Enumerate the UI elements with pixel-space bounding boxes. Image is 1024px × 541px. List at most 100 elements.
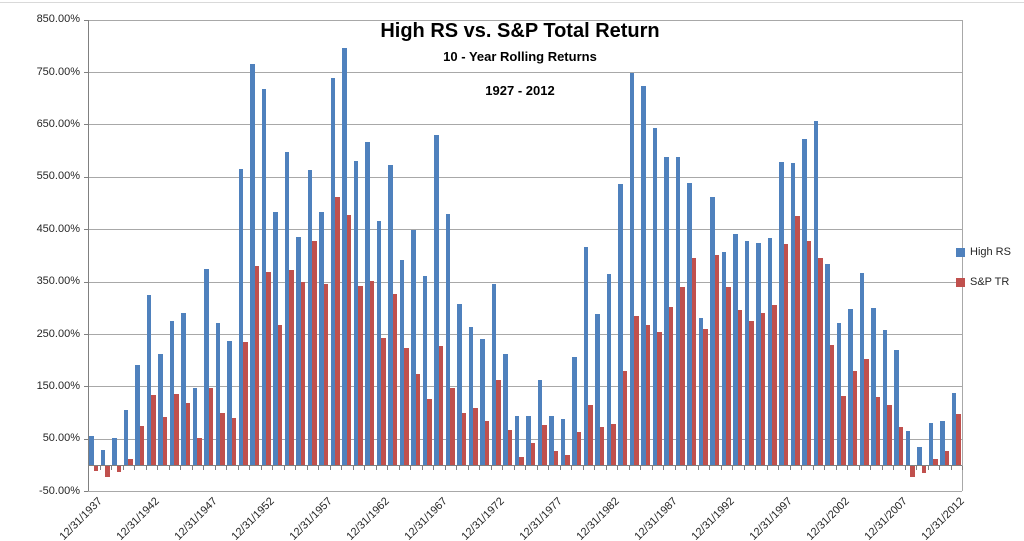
y-axis-label-50: 50.00% (42, 432, 80, 445)
bar-high-rs-1944 (169, 320, 174, 465)
bar-high-rs-1972 (491, 284, 496, 465)
bar-high-rs-2008 (905, 430, 910, 465)
x-axis-tick (881, 466, 883, 470)
bar-s-p-tr-1952 (266, 271, 271, 465)
y-axis-tick-850 (84, 19, 88, 21)
bar-high-rs-1962 (376, 220, 381, 465)
x-axis-tick (594, 466, 595, 470)
bar-high-rs-1978 (560, 419, 565, 465)
x-axis-tick (433, 466, 434, 470)
bar-high-rs-1958 (330, 78, 335, 465)
x-axis-tick (674, 466, 676, 470)
bar-high-rs-1975 (526, 416, 531, 465)
bar-s-p-tr-1941 (139, 425, 145, 465)
bar-s-p-tr-1971 (484, 421, 490, 465)
bar-s-p-tr-1979 (576, 432, 582, 465)
bar-s-p-tr-1962 (381, 337, 386, 465)
x-axis-tick (490, 466, 492, 470)
bar-high-rs-1989 (687, 183, 692, 465)
bar-high-rs-1990 (698, 318, 703, 465)
bar-s-p-tr-1944 (174, 393, 179, 465)
y-axis-tick-250 (84, 334, 88, 335)
x-axis-tick (766, 466, 768, 470)
legend-item-sp-tr: S&P TR (956, 276, 1011, 306)
bar-s-p-tr-1937 (93, 466, 99, 472)
bar-s-p-tr-1992 (726, 286, 731, 465)
bar-s-p-tr-1938 (105, 466, 110, 477)
x-axis-tick (134, 466, 135, 470)
bar-s-p-tr-2008 (910, 466, 915, 477)
bar-s-p-tr-1996 (772, 304, 777, 465)
bar-s-p-tr-1965 (415, 373, 421, 465)
gridline-450 (88, 229, 962, 231)
bar-high-rs-2000 (813, 121, 818, 465)
x-axis-label-1942: 12/31/1942 (114, 495, 162, 541)
x-axis-tick (237, 466, 239, 470)
x-axis-tick (191, 466, 193, 470)
bar-s-p-tr-1963 (392, 293, 398, 465)
x-axis-tick (364, 466, 365, 470)
x-axis-tick (467, 466, 469, 470)
bar-high-rs-2002 (836, 322, 841, 465)
x-axis-label-1977: 12/31/1977 (517, 495, 565, 541)
bar-s-p-tr-2007 (898, 427, 904, 465)
bar-high-rs-1956 (307, 169, 312, 465)
x-axis-label-1947: 12/31/1947 (172, 495, 220, 541)
x-axis-tick (755, 466, 756, 470)
y-axis-tick--50 (84, 491, 88, 493)
x-axis-tick (260, 466, 262, 470)
bar-s-p-tr-1983 (622, 371, 628, 465)
bar-high-rs-1991 (710, 196, 715, 465)
bar-high-rs-1977 (549, 416, 554, 465)
x-axis-tick (904, 466, 906, 470)
bar-s-p-tr-1960 (358, 286, 363, 465)
bar-s-p-tr-1946 (197, 437, 202, 465)
bar-high-rs-2005 (871, 307, 876, 465)
x-axis-tick (88, 466, 89, 470)
bar-high-rs-1954 (284, 151, 289, 465)
legend-label-high-rs: High RS (970, 246, 1011, 258)
bar-high-rs-1993 (733, 234, 738, 465)
bar-high-rs-1994 (744, 241, 749, 465)
bar-high-rs-1965 (411, 230, 416, 465)
bar-high-rs-1986 (652, 128, 657, 465)
x-axis-tick (927, 466, 929, 470)
bar-high-rs-2004 (859, 273, 864, 465)
y-axis-label-450: 450.00% (36, 222, 80, 235)
bar-high-rs-1952 (261, 89, 266, 465)
gridline-550 (88, 176, 962, 178)
bar-high-rs-1976 (537, 380, 542, 465)
bar-s-p-tr-1954 (289, 270, 294, 465)
x-axis-tick (249, 466, 250, 470)
x-axis-tick (847, 466, 848, 470)
x-axis-tick (502, 466, 503, 470)
y-axis-label-150: 150.00% (36, 379, 80, 392)
bar-s-p-tr-1945 (185, 402, 191, 465)
bar-high-rs-2009 (917, 446, 922, 465)
legend-item-high-rs: High RS (956, 246, 1011, 276)
x-axis-tick (536, 466, 538, 470)
y-axis-tick-750 (84, 72, 88, 73)
bar-s-p-tr-1982 (611, 424, 616, 465)
gridline-850 (88, 19, 962, 21)
y-axis-label-850: 850.00% (36, 13, 80, 26)
bar-high-rs-1964 (399, 259, 404, 465)
x-axis-tick (318, 466, 319, 470)
x-axis-tick (548, 466, 549, 470)
x-axis-label-1987: 12/31/1987 (632, 495, 680, 541)
bar-s-p-tr-1964 (404, 347, 409, 465)
bar-s-p-tr-2009 (921, 466, 927, 474)
bar-s-p-tr-2010 (933, 458, 938, 465)
chart-title: High RS vs. S&P Total Return (380, 20, 660, 42)
bar-high-rs-2010 (928, 423, 933, 465)
x-axis-label-2007: 12/31/2007 (862, 495, 910, 541)
x-axis-tick (306, 466, 308, 470)
bar-s-p-tr-2005 (875, 396, 881, 465)
bar-high-rs-1981 (595, 313, 600, 465)
x-axis-tick (709, 466, 710, 470)
bar-high-rs-1999 (802, 139, 807, 465)
bar-high-rs-1971 (480, 339, 485, 465)
bar-s-p-tr-1972 (496, 379, 501, 465)
x-axis-label-2002: 12/31/2002 (804, 495, 852, 541)
